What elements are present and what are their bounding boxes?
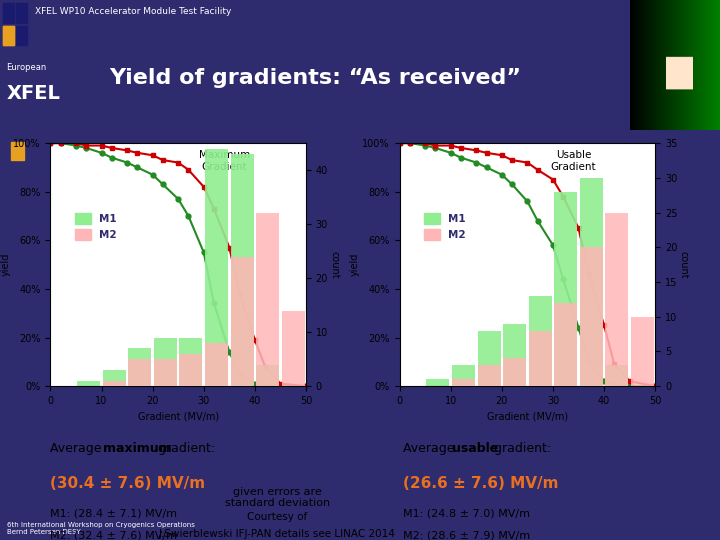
Text: maximum: maximum: [103, 442, 171, 455]
Bar: [77, 381, 100, 386]
Bar: [128, 359, 151, 386]
Bar: [205, 343, 228, 386]
FancyBboxPatch shape: [3, 25, 14, 45]
Text: 6th International Workshop on Cryogenics Operations
Bernd Petersen DESY: 6th International Workshop on Cryogenics…: [7, 522, 195, 535]
FancyBboxPatch shape: [11, 143, 24, 160]
Bar: [256, 364, 279, 386]
Bar: [230, 256, 253, 386]
Bar: [154, 338, 177, 386]
Bar: [205, 148, 228, 386]
Legend: M1, M2: M1, M2: [71, 209, 121, 244]
Bar: [452, 379, 475, 386]
Bar: [103, 381, 126, 386]
Bar: [154, 359, 177, 386]
Bar: [477, 365, 500, 386]
Bar: [528, 330, 552, 386]
Text: usable: usable: [452, 442, 498, 455]
Text: Usable
Gradient: Usable Gradient: [551, 151, 596, 172]
Text: gradient:: gradient:: [490, 442, 552, 455]
FancyBboxPatch shape: [3, 3, 14, 23]
Text: given errors are
standard deviation: given errors are standard deviation: [225, 487, 330, 508]
Y-axis label: yield: yield: [350, 253, 359, 276]
Bar: [606, 213, 629, 386]
Bar: [128, 348, 151, 386]
Text: (26.6 ± 7.6) MV/m: (26.6 ± 7.6) MV/m: [403, 476, 559, 491]
FancyBboxPatch shape: [16, 3, 27, 23]
Bar: [230, 154, 253, 386]
Bar: [179, 338, 202, 386]
Bar: [554, 192, 577, 386]
Bar: [631, 316, 654, 386]
Text: XFEL WP10 Accelerator Module Test Facility: XFEL WP10 Accelerator Module Test Facili…: [35, 7, 231, 16]
Bar: [554, 303, 577, 386]
Bar: [179, 354, 202, 386]
Text: gradient:: gradient:: [154, 442, 215, 455]
FancyBboxPatch shape: [3, 25, 14, 45]
Text: XFEL: XFEL: [6, 84, 60, 103]
X-axis label: Gradient (MV/m): Gradient (MV/m): [487, 411, 568, 421]
Text: Yield of usable and maximum gradient of: Yield of usable and maximum gradient of: [35, 145, 282, 158]
Text: 339 cavities “as received”: 339 cavities “as received”: [225, 145, 401, 158]
Text: Courtesy of: Courtesy of: [247, 512, 307, 522]
Text: M2: (32.4 ± 7.6) MV/m: M2: (32.4 ± 7.6) MV/m: [50, 531, 177, 540]
Text: Average: Average: [403, 442, 459, 455]
Text: (30.4 ± 7.6) MV/m: (30.4 ± 7.6) MV/m: [50, 476, 205, 491]
Text: European: European: [6, 63, 47, 71]
Bar: [477, 330, 500, 386]
Bar: [606, 365, 629, 386]
Text: M2: (28.6 ± 7.9) MV/m: M2: (28.6 ± 7.9) MV/m: [403, 531, 531, 540]
Bar: [580, 178, 603, 386]
Legend: M1, M2: M1, M2: [420, 209, 470, 244]
Y-axis label: count: count: [678, 251, 688, 279]
Bar: [503, 323, 526, 386]
Text: J.Swierblewski IFJ-PAN details see LINAC 2014: J.Swierblewski IFJ-PAN details see LINAC…: [159, 529, 395, 538]
Text: 26: 26: [644, 78, 662, 91]
Bar: [426, 379, 449, 386]
Bar: [452, 365, 475, 386]
Bar: [580, 247, 603, 386]
Text: M1: (28.4 ± 7.1) MV/m: M1: (28.4 ± 7.1) MV/m: [50, 509, 177, 519]
Text: M1: (24.8 ± 7.0) MV/m: M1: (24.8 ± 7.0) MV/m: [403, 509, 530, 519]
Y-axis label: yield: yield: [1, 253, 10, 276]
Text: Yield of gradients: “As received”: Yield of gradients: “As received”: [109, 68, 521, 87]
Bar: [282, 310, 305, 386]
FancyBboxPatch shape: [16, 25, 27, 45]
Bar: [103, 370, 126, 386]
Text: Average: Average: [50, 442, 106, 455]
Bar: [256, 213, 279, 386]
X-axis label: Gradient (MV/m): Gradient (MV/m): [138, 411, 219, 421]
Bar: [528, 296, 552, 386]
Bar: [503, 359, 526, 386]
Text: Maximum
Gradient: Maximum Gradient: [199, 151, 250, 172]
Y-axis label: count: count: [329, 251, 339, 279]
